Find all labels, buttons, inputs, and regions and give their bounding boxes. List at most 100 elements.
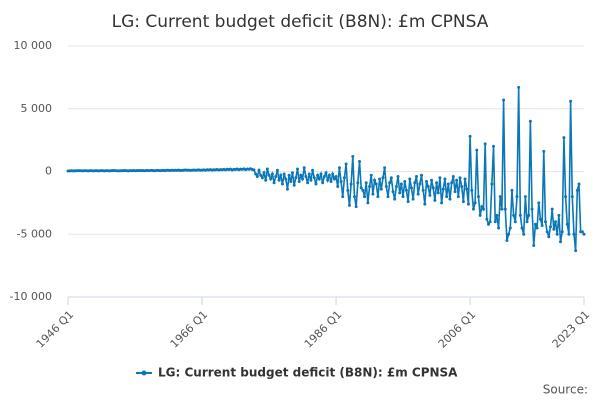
- point: [267, 173, 271, 177]
- point: [425, 180, 429, 184]
- point: [322, 175, 326, 179]
- point: [567, 232, 571, 236]
- point: [468, 134, 472, 138]
- point: [349, 182, 353, 186]
- x-tick-label: 2006 Q1: [436, 308, 479, 351]
- point: [359, 186, 363, 190]
- point: [277, 178, 281, 182]
- point: [296, 167, 300, 171]
- point: [572, 232, 576, 236]
- point: [569, 99, 573, 103]
- point: [438, 176, 442, 180]
- point: [371, 192, 375, 196]
- y-tick-label: 5 000: [21, 102, 53, 115]
- legend-marker: [141, 370, 147, 376]
- point: [260, 176, 264, 180]
- x-tick-label: 1946 Q1: [34, 308, 77, 351]
- point: [301, 177, 305, 181]
- point: [535, 226, 539, 230]
- point: [430, 178, 434, 182]
- point: [279, 173, 283, 177]
- point: [326, 178, 330, 182]
- point: [317, 177, 321, 181]
- point: [282, 172, 286, 176]
- point: [347, 203, 351, 207]
- point: [495, 213, 499, 217]
- point: [523, 195, 527, 199]
- point: [383, 166, 387, 170]
- point: [493, 220, 497, 224]
- point: [507, 232, 511, 236]
- point: [570, 195, 574, 199]
- point: [537, 201, 541, 205]
- point: [404, 188, 408, 192]
- point: [336, 185, 340, 189]
- point: [435, 181, 439, 185]
- point: [369, 173, 373, 177]
- point: [480, 205, 484, 209]
- point: [351, 154, 355, 158]
- y-tick-label: -10 000: [10, 290, 52, 303]
- point: [324, 171, 328, 175]
- point: [332, 177, 336, 181]
- point: [458, 176, 462, 180]
- point: [280, 182, 284, 186]
- point: [354, 205, 358, 209]
- point: [294, 176, 298, 180]
- point: [269, 177, 273, 181]
- point: [423, 202, 427, 206]
- point: [538, 217, 542, 221]
- point: [455, 178, 459, 182]
- point: [548, 225, 552, 229]
- point: [399, 182, 403, 186]
- point: [321, 181, 325, 185]
- point: [361, 188, 365, 192]
- y-tick-label: -5 000: [17, 227, 52, 240]
- point: [487, 222, 491, 226]
- point: [488, 220, 492, 224]
- point: [364, 181, 368, 185]
- point: [368, 185, 372, 189]
- point: [255, 175, 259, 179]
- point: [540, 223, 544, 227]
- source: Source:: [543, 383, 588, 397]
- point: [525, 220, 529, 224]
- point: [307, 172, 311, 176]
- point: [379, 187, 383, 191]
- point: [508, 226, 512, 230]
- point: [346, 188, 350, 192]
- point: [341, 195, 345, 199]
- point: [555, 232, 559, 236]
- point: [456, 195, 460, 199]
- point: [411, 197, 415, 201]
- point: [443, 177, 447, 181]
- point: [500, 207, 504, 211]
- point: [485, 217, 489, 221]
- series-line: [67, 87, 585, 251]
- point: [275, 168, 279, 172]
- point: [366, 201, 370, 205]
- point: [530, 207, 534, 211]
- point: [532, 244, 536, 248]
- point: [518, 213, 522, 217]
- point: [466, 202, 470, 206]
- point: [376, 195, 380, 199]
- point: [270, 172, 274, 176]
- point: [287, 173, 291, 177]
- point: [522, 232, 526, 236]
- point: [337, 166, 341, 170]
- point: [498, 195, 502, 199]
- point: [451, 175, 455, 179]
- point: [559, 240, 563, 244]
- point: [292, 183, 296, 187]
- point: [502, 98, 506, 102]
- point: [460, 185, 464, 189]
- point: [290, 171, 294, 175]
- point: [262, 171, 266, 175]
- point: [565, 222, 569, 226]
- point: [550, 207, 554, 211]
- point: [394, 185, 398, 189]
- x-tick-label: 1986 Q1: [302, 308, 345, 351]
- point: [547, 235, 551, 239]
- point: [552, 227, 556, 231]
